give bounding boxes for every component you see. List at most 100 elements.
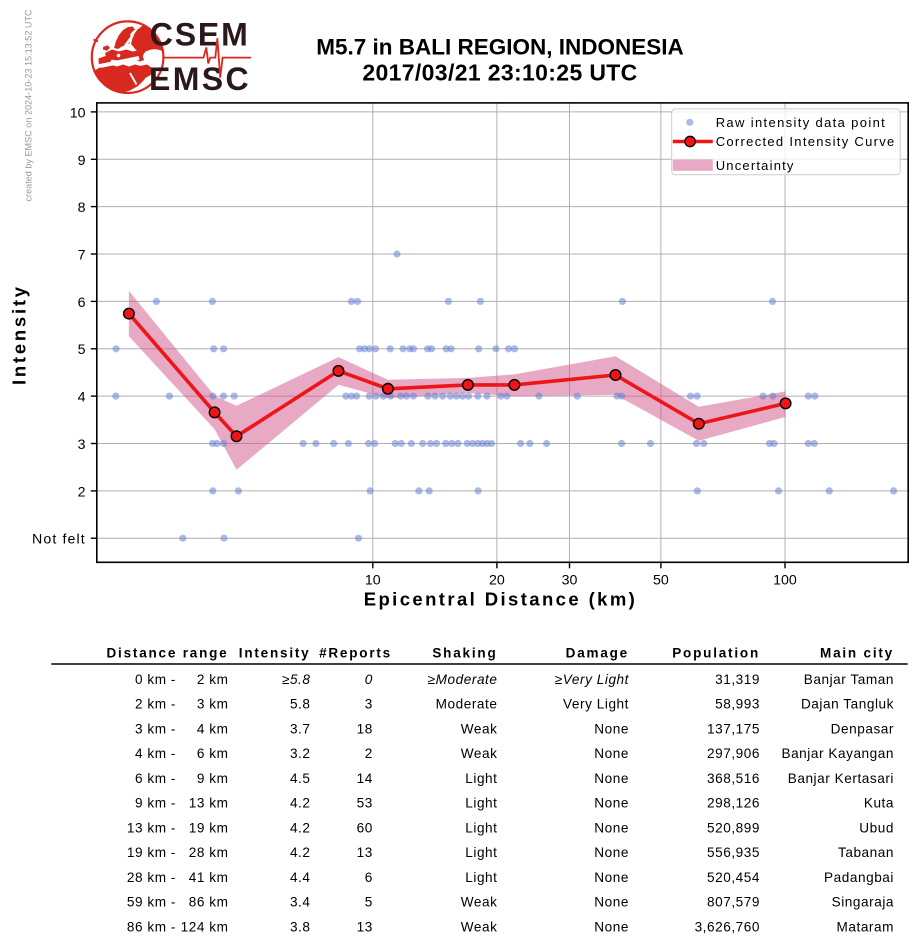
- svg-text:6: 6: [365, 870, 373, 885]
- svg-text:3.7: 3.7: [290, 721, 311, 736]
- svg-text:13 km: 13 km: [189, 796, 229, 811]
- svg-text:5: 5: [78, 342, 86, 358]
- svg-text:4.5: 4.5: [290, 771, 311, 786]
- svg-text:≥Very Light: ≥Very Light: [555, 672, 630, 687]
- svg-text:41 km: 41 km: [189, 870, 229, 885]
- svg-text:2: 2: [365, 746, 373, 761]
- svg-text:20: 20: [489, 573, 505, 589]
- svg-text:807,579: 807,579: [707, 895, 760, 910]
- svg-text:Light: Light: [465, 820, 497, 835]
- svg-text:Very Light: Very Light: [563, 697, 629, 712]
- svg-text:3 km -: 3 km -: [135, 721, 176, 736]
- svg-text:297,906: 297,906: [707, 746, 760, 761]
- svg-text:556,935: 556,935: [707, 845, 760, 860]
- svg-text:Intensity: Intensity: [9, 284, 30, 385]
- svg-text:3: 3: [365, 697, 373, 712]
- svg-text:6: 6: [78, 295, 86, 311]
- svg-text:≥5.8: ≥5.8: [282, 672, 311, 687]
- svg-text:9 km -: 9 km -: [135, 796, 176, 811]
- svg-text:50: 50: [653, 573, 669, 589]
- svg-text:6 km: 6 km: [197, 746, 229, 761]
- svg-text:4.4: 4.4: [290, 870, 311, 885]
- svg-text:100: 100: [773, 573, 797, 589]
- svg-text:CSEM: CSEM: [150, 16, 250, 52]
- svg-text:Ubud: Ubud: [859, 820, 894, 835]
- svg-text:None: None: [594, 721, 629, 736]
- svg-text:4 km -: 4 km -: [135, 746, 176, 761]
- svg-text:Damage: Damage: [566, 646, 629, 661]
- svg-text:None: None: [594, 746, 629, 761]
- svg-text:2 km -: 2 km -: [135, 697, 176, 712]
- svg-text:8: 8: [78, 200, 86, 216]
- svg-text:3,626,760: 3,626,760: [695, 919, 760, 934]
- svg-text:Light: Light: [465, 796, 497, 811]
- svg-text:7: 7: [78, 248, 86, 264]
- svg-text:None: None: [594, 820, 629, 835]
- svg-text:Light: Light: [465, 771, 497, 786]
- svg-text:59 km -: 59 km -: [127, 895, 176, 910]
- svg-text:Tabanan: Tabanan: [838, 845, 894, 860]
- svg-text:Corrected Intensity Curve: Corrected Intensity Curve: [716, 134, 896, 149]
- svg-text:None: None: [594, 870, 629, 885]
- svg-text:13 km -: 13 km -: [127, 820, 176, 835]
- svg-text:≥Moderate: ≥Moderate: [428, 672, 498, 687]
- svg-text:124 km: 124 km: [181, 919, 229, 934]
- svg-text:None: None: [594, 771, 629, 786]
- svg-text:520,454: 520,454: [707, 870, 760, 885]
- svg-text:#Reports: #Reports: [319, 646, 392, 661]
- svg-text:Mataram: Mataram: [837, 919, 894, 934]
- svg-text:Moderate: Moderate: [436, 697, 498, 712]
- svg-text:Light: Light: [465, 845, 497, 860]
- svg-text:Raw intensity data point: Raw intensity data point: [716, 115, 886, 130]
- svg-text:30: 30: [562, 573, 578, 589]
- svg-text:86 km: 86 km: [189, 895, 229, 910]
- svg-text:Weak: Weak: [461, 895, 498, 910]
- svg-text:Uncertainty: Uncertainty: [716, 158, 795, 173]
- svg-text:19 km -: 19 km -: [127, 845, 176, 860]
- svg-text:Weak: Weak: [461, 746, 498, 761]
- svg-text:28 km -: 28 km -: [127, 870, 176, 885]
- svg-text:28 km: 28 km: [189, 845, 229, 860]
- svg-text:5: 5: [365, 895, 373, 910]
- svg-text:None: None: [594, 845, 629, 860]
- svg-text:3.2: 3.2: [290, 746, 311, 761]
- svg-text:0: 0: [365, 672, 373, 687]
- svg-text:Main city: Main city: [820, 646, 894, 661]
- svg-text:Not felt: Not felt: [32, 532, 86, 548]
- svg-text:EMSC: EMSC: [149, 61, 251, 97]
- svg-text:4 km: 4 km: [197, 721, 229, 736]
- svg-text:9 km: 9 km: [197, 771, 229, 786]
- svg-text:Padangbai: Padangbai: [824, 870, 894, 885]
- svg-text:Distance range: Distance range: [107, 646, 229, 661]
- svg-text:2017/03/21 23:10:25 UTC: 2017/03/21 23:10:25 UTC: [362, 60, 637, 86]
- svg-text:Population: Population: [672, 646, 760, 661]
- svg-text:M5.7 in BALI REGION, INDONESIA: M5.7 in BALI REGION, INDONESIA: [316, 35, 684, 60]
- svg-text:4: 4: [78, 390, 86, 406]
- svg-text:Weak: Weak: [461, 721, 498, 736]
- svg-text:10: 10: [365, 573, 381, 589]
- svg-text:4.2: 4.2: [290, 796, 311, 811]
- svg-text:18: 18: [357, 721, 373, 736]
- svg-text:Banjar Kayangan: Banjar Kayangan: [781, 746, 894, 761]
- svg-text:9: 9: [78, 153, 86, 169]
- svg-text:Denpasar: Denpasar: [831, 721, 894, 736]
- svg-text:5.8: 5.8: [290, 697, 311, 712]
- svg-text:4.2: 4.2: [290, 845, 311, 860]
- svg-text:Weak: Weak: [461, 919, 498, 934]
- svg-text:Epicentral Distance (km): Epicentral Distance (km): [364, 589, 638, 610]
- svg-text:3: 3: [78, 437, 86, 453]
- svg-text:137,175: 137,175: [707, 721, 760, 736]
- svg-text:14: 14: [357, 771, 373, 786]
- svg-text:None: None: [594, 796, 629, 811]
- svg-text:None: None: [594, 919, 629, 934]
- svg-text:Singaraja: Singaraja: [832, 895, 894, 910]
- svg-text:Light: Light: [465, 870, 497, 885]
- svg-text:3 km: 3 km: [197, 697, 229, 712]
- svg-text:Kuta: Kuta: [864, 796, 894, 811]
- svg-text:Intensity: Intensity: [239, 646, 311, 661]
- svg-text:Shaking: Shaking: [432, 646, 497, 661]
- svg-text:58,993: 58,993: [715, 697, 760, 712]
- svg-text:3.8: 3.8: [290, 919, 311, 934]
- svg-text:298,126: 298,126: [707, 796, 760, 811]
- svg-text:13: 13: [357, 845, 373, 860]
